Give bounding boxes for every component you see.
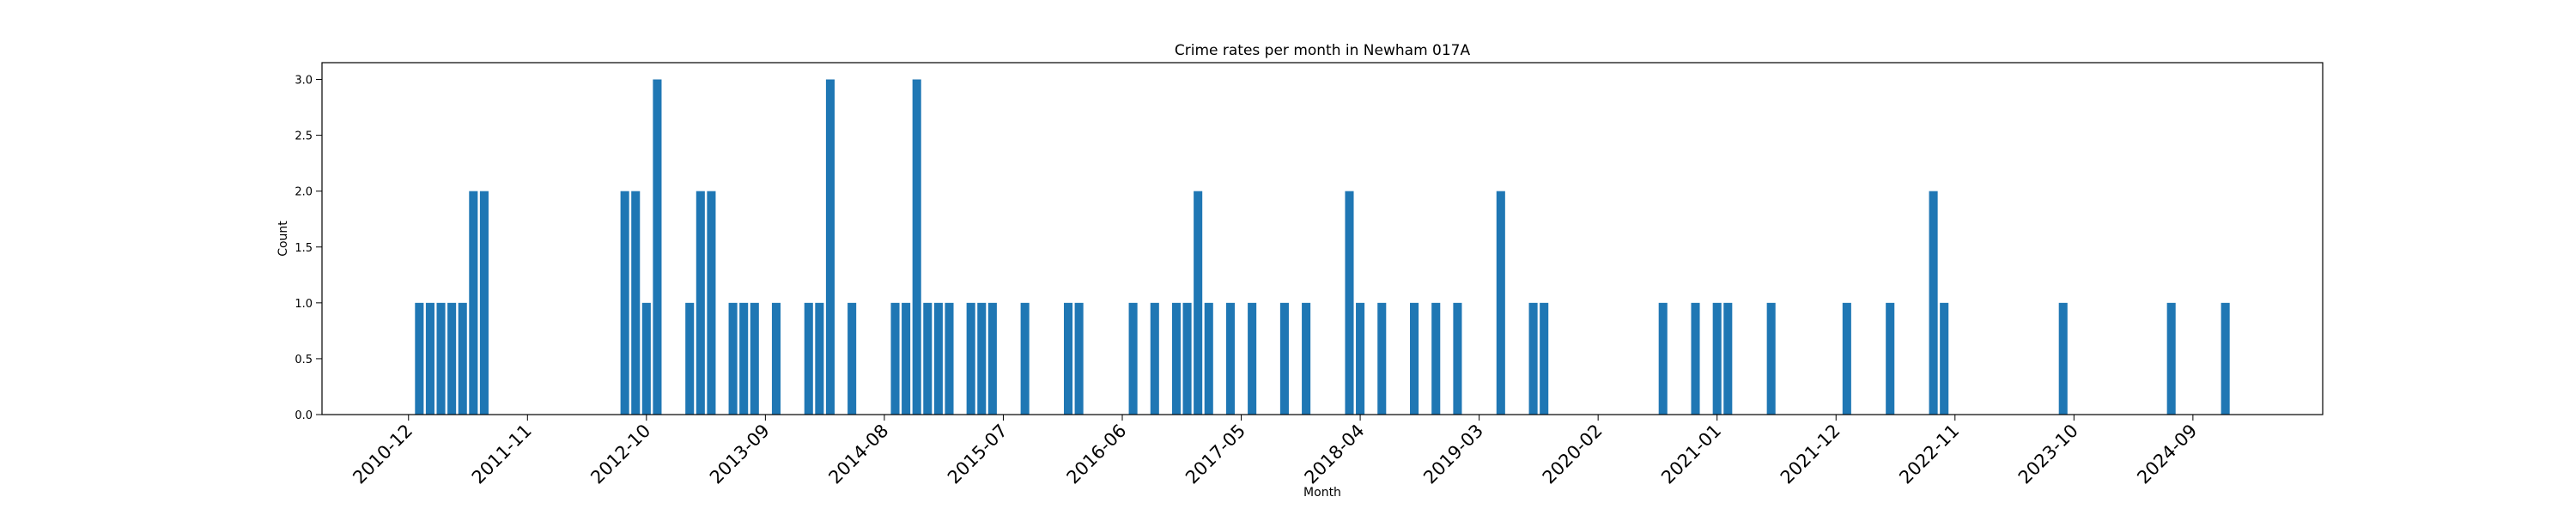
x-tick-label: 2013-09 bbox=[706, 421, 774, 488]
bar-2018-11 bbox=[1431, 302, 1441, 415]
bar-2014-09 bbox=[890, 302, 900, 415]
bar-2013-07 bbox=[739, 302, 749, 415]
bar-2018-06 bbox=[1377, 302, 1387, 415]
bar-2019-05 bbox=[1496, 191, 1505, 415]
x-tick-label: 2019-03 bbox=[1419, 421, 1487, 488]
bar-2016-07 bbox=[1128, 302, 1138, 415]
x-tick-label: 2011-11 bbox=[468, 421, 536, 488]
x-tick-label: 2017-05 bbox=[1182, 421, 1249, 488]
bar-2015-05 bbox=[977, 302, 987, 415]
bar-2017-02 bbox=[1204, 302, 1213, 415]
y-tick-label: 2.0 bbox=[295, 186, 313, 199]
x-tick-label: 2014-08 bbox=[824, 421, 892, 488]
bar-2015-01 bbox=[933, 302, 943, 415]
bar-2020-08 bbox=[1658, 302, 1668, 415]
bar-2017-01 bbox=[1194, 191, 1203, 415]
y-tick-label: 1.5 bbox=[295, 242, 313, 255]
bar-2016-12 bbox=[1182, 302, 1192, 415]
y-axis: 0.0 0.5 1.0 1.5 2.0 2.5 3.0 bbox=[295, 75, 322, 422]
bars-layer bbox=[415, 79, 2230, 415]
bar-2019-08 bbox=[1528, 302, 1538, 415]
y-axis-title: Count bbox=[276, 221, 290, 257]
bar-2015-06 bbox=[987, 302, 997, 415]
x-tick-label: 2016-06 bbox=[1063, 421, 1131, 488]
bar-2015-02 bbox=[945, 302, 954, 415]
x-tick-label: 2024-09 bbox=[2133, 421, 2201, 488]
bar-2022-10 bbox=[1940, 302, 1949, 415]
y-tick-label: 0.0 bbox=[295, 409, 313, 422]
bar-2016-11 bbox=[1171, 302, 1182, 415]
y-tick-label: 0.5 bbox=[295, 354, 313, 367]
x-axis: 2010-12 2011-11 2012-10 2013-09 2014-08 2015-… bbox=[349, 415, 2201, 488]
bar-2017-11 bbox=[1302, 302, 1311, 415]
bar-2018-03 bbox=[1345, 191, 1354, 415]
bar-2017-04 bbox=[1225, 302, 1235, 415]
bar-2023-09 bbox=[2058, 302, 2068, 415]
bar-2014-01 bbox=[804, 302, 813, 415]
bar-2014-10 bbox=[902, 302, 911, 415]
x-axis-title: Month bbox=[1303, 486, 1341, 500]
x-tick-label: 2010-12 bbox=[349, 421, 416, 488]
bar-2017-09 bbox=[1279, 302, 1289, 415]
x-tick-label: 2018-04 bbox=[1301, 421, 1369, 488]
bar-2022-09 bbox=[1929, 191, 1938, 415]
bar-2019-01 bbox=[1453, 302, 1462, 415]
bar-2012-08 bbox=[620, 191, 629, 415]
bar-2011-04 bbox=[447, 302, 457, 415]
bar-2018-04 bbox=[1356, 302, 1365, 415]
bar-2013-06 bbox=[728, 302, 738, 415]
bar-2018-09 bbox=[1410, 302, 1419, 415]
bar-2024-07 bbox=[2166, 302, 2176, 415]
bar-2021-01 bbox=[1712, 302, 1722, 415]
bar-2021-02 bbox=[1723, 302, 1733, 415]
bar-2012-10 bbox=[641, 302, 651, 415]
bar-2022-01 bbox=[1842, 302, 1851, 415]
plot-frame bbox=[321, 62, 2324, 415]
bar-2013-10 bbox=[771, 302, 781, 415]
x-tick-label: 2015-07 bbox=[944, 421, 1012, 488]
bar-2011-06 bbox=[469, 191, 478, 415]
x-tick-label: 2022-11 bbox=[1895, 421, 1963, 488]
x-tick-label: 2020-02 bbox=[1539, 421, 1607, 488]
bar-2016-02 bbox=[1074, 302, 1084, 415]
bar-2011-05 bbox=[458, 302, 467, 415]
bar-2013-02 bbox=[685, 302, 695, 415]
x-tick-label: 2021-01 bbox=[1657, 421, 1725, 488]
bar-2016-01 bbox=[1063, 302, 1073, 415]
bar-2022-05 bbox=[1886, 302, 1895, 415]
bar-2014-03 bbox=[825, 79, 835, 415]
bar-2012-11 bbox=[653, 79, 662, 415]
bar-2013-03 bbox=[696, 191, 705, 415]
bar-2021-06 bbox=[1766, 302, 1776, 415]
bar-2011-03 bbox=[436, 302, 446, 415]
bar-2014-05 bbox=[848, 302, 857, 415]
bar-2014-12 bbox=[923, 302, 933, 415]
bar-2015-09 bbox=[1020, 302, 1030, 415]
bar-2017-06 bbox=[1248, 302, 1257, 415]
chart-title: Crime rates per month in Newham 017A bbox=[1175, 42, 1471, 59]
y-tick-label: 1.0 bbox=[295, 298, 313, 311]
bar-2011-01 bbox=[415, 302, 424, 415]
bar-2012-09 bbox=[631, 191, 641, 415]
bar-2014-02 bbox=[815, 302, 824, 415]
x-tick-label: 2023-10 bbox=[2014, 421, 2082, 488]
bar-2024-12 bbox=[2221, 302, 2230, 415]
bar-2013-08 bbox=[750, 302, 759, 415]
bar-2013-04 bbox=[707, 191, 716, 415]
bar-2020-11 bbox=[1691, 302, 1700, 415]
bar-2011-02 bbox=[425, 302, 434, 415]
bar-2019-09 bbox=[1540, 302, 1549, 415]
y-tick-label: 3.0 bbox=[295, 75, 313, 88]
bar-2015-04 bbox=[966, 302, 975, 415]
bar-2011-07 bbox=[479, 191, 489, 415]
bar-2016-09 bbox=[1150, 302, 1159, 415]
x-tick-label: 2012-10 bbox=[586, 421, 654, 488]
y-tick-label: 2.5 bbox=[295, 130, 313, 143]
bar-2014-11 bbox=[912, 79, 921, 415]
x-tick-label: 2021-12 bbox=[1777, 421, 1844, 488]
